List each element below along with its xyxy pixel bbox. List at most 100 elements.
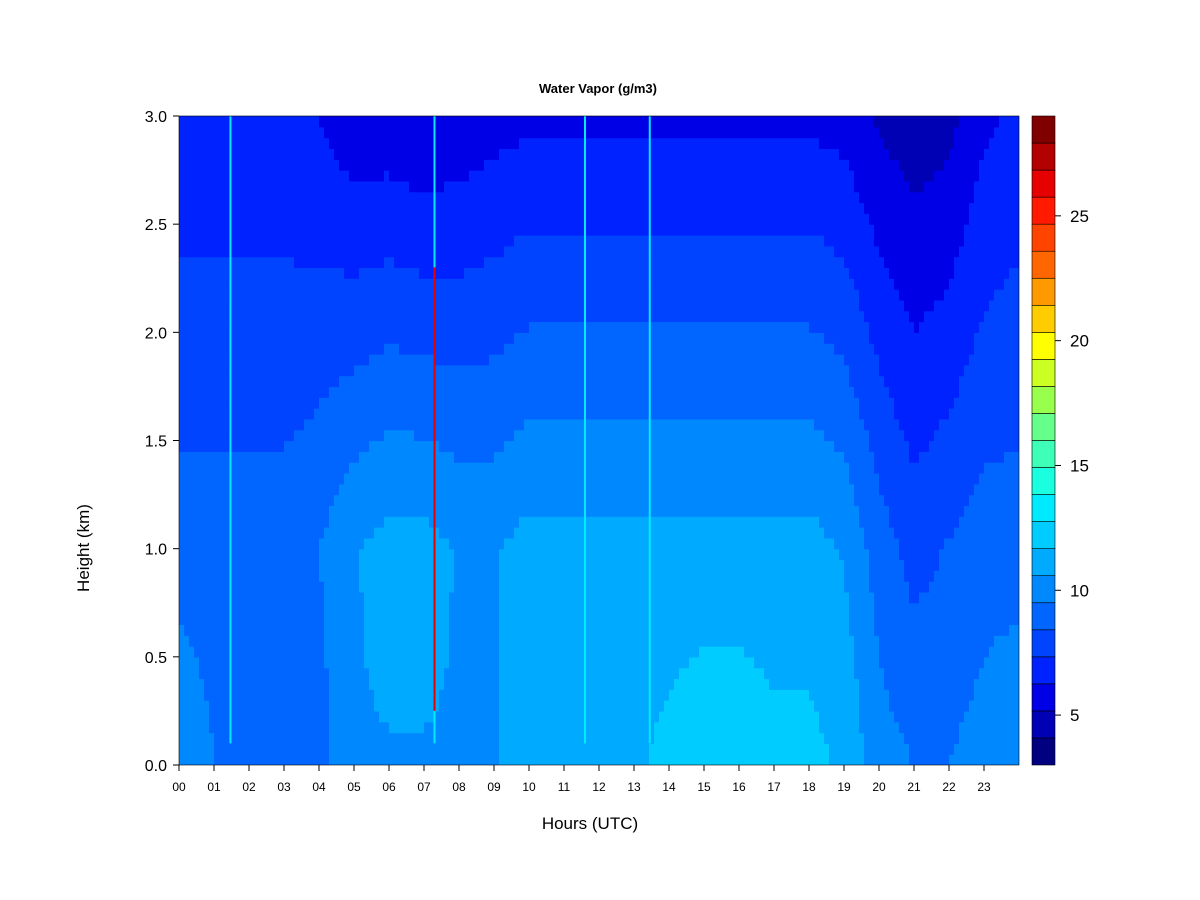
heatmap-cell (179, 548, 185, 561)
heatmap-cell (389, 126, 395, 139)
heatmap-cell (574, 656, 580, 669)
heatmap-cell (529, 602, 535, 615)
heatmap-cell (349, 256, 355, 269)
heatmap-cell (414, 613, 420, 625)
heatmap-cell (284, 570, 290, 582)
heatmap-cell (399, 646, 405, 658)
heatmap-cell (439, 375, 445, 388)
heatmap-cell (449, 570, 455, 582)
heatmap-cell (349, 591, 355, 604)
heatmap-cell (544, 656, 550, 669)
heatmap-cell (364, 245, 370, 258)
heatmap-cell (319, 386, 325, 398)
heatmap-cell (349, 667, 355, 680)
heatmap-cell (354, 375, 360, 388)
heatmap-cell (249, 397, 255, 409)
heatmap-cell (369, 386, 375, 398)
heatmap-cell (459, 462, 465, 474)
heatmap-cell (524, 548, 530, 561)
heatmap-cell (179, 256, 185, 269)
heatmap-cell (424, 278, 430, 290)
heatmap-cell (279, 180, 285, 193)
heatmap-cell (449, 170, 455, 182)
heatmap-cell (239, 148, 245, 160)
heatmap-cell (334, 256, 340, 269)
heatmap-cell (534, 505, 540, 517)
heatmap-cell (444, 494, 450, 506)
heatmap-cell (339, 310, 345, 323)
heatmap-cell (544, 646, 550, 658)
heatmap-cell (204, 635, 210, 647)
heatmap-cell (364, 743, 370, 755)
heatmap-cell (324, 224, 330, 236)
heatmap-cell (569, 278, 575, 290)
heatmap-cell (444, 472, 450, 485)
heatmap-cell (539, 494, 545, 506)
heatmap-cell (414, 667, 420, 680)
heatmap-cell (504, 700, 510, 712)
heatmap-cell (349, 224, 355, 236)
heatmap-cell (249, 245, 255, 258)
heatmap-cell (279, 613, 285, 625)
heatmap-cell (219, 116, 225, 128)
heatmap-cell (339, 408, 345, 420)
heatmap-cell (179, 689, 185, 701)
heatmap-cell (479, 591, 485, 604)
heatmap-cell (449, 116, 455, 128)
heatmap-cell (249, 224, 255, 236)
heatmap-cell (369, 353, 375, 366)
heatmap-cell (229, 635, 235, 647)
heatmap-cell (539, 418, 545, 431)
heatmap-cell (454, 245, 460, 258)
heatmap-cell (509, 451, 515, 463)
heatmap-cell (289, 591, 295, 604)
heatmap-cell (379, 516, 385, 528)
heatmap-cell (269, 570, 275, 582)
heatmap-cell (319, 559, 325, 571)
heatmap-cell (454, 548, 460, 561)
heatmap-cell (389, 170, 395, 182)
heatmap-cell (439, 332, 445, 344)
heatmap-cell (319, 451, 325, 463)
heatmap-cell (214, 137, 220, 150)
heatmap-cell (344, 635, 350, 647)
heatmap-cell (184, 148, 190, 160)
heatmap-cell (454, 137, 460, 150)
heatmap-cell (354, 408, 360, 420)
heatmap-cell (589, 700, 595, 712)
heatmap-cell (399, 126, 405, 139)
heatmap-cell (339, 613, 345, 625)
heatmap-cell (414, 743, 420, 755)
heatmap-cell (259, 267, 265, 279)
heatmap-cell (509, 732, 515, 744)
heatmap-cell (309, 299, 315, 312)
heatmap-cell (354, 537, 360, 550)
heatmap-cell (469, 159, 475, 171)
heatmap-cell (549, 581, 555, 593)
heatmap-cell (589, 375, 595, 388)
heatmap-cell (444, 418, 450, 431)
heatmap-cell (514, 310, 520, 323)
heatmap-cell (364, 343, 370, 355)
heatmap-cell (254, 472, 260, 485)
heatmap-cell (539, 289, 545, 301)
heatmap-cell (339, 137, 345, 150)
heatmap-cell (214, 234, 220, 247)
heatmap-cell (289, 570, 295, 582)
heatmap-cell (379, 397, 385, 409)
heatmap-cell (544, 700, 550, 712)
heatmap-cell (259, 472, 265, 485)
heatmap-cell (429, 159, 435, 171)
heatmap-cell (484, 700, 490, 712)
heatmap-cell (414, 213, 420, 225)
heatmap-cell (424, 191, 430, 204)
heatmap-cell (204, 278, 210, 290)
heatmap-cell (579, 180, 585, 193)
heatmap-cell (574, 527, 580, 539)
heatmap-cell (574, 267, 580, 279)
heatmap-cell (354, 667, 360, 680)
heatmap-cell (339, 743, 345, 755)
heatmap-cell (284, 116, 290, 128)
heatmap-cell (269, 656, 275, 669)
heatmap-cell (359, 375, 365, 388)
